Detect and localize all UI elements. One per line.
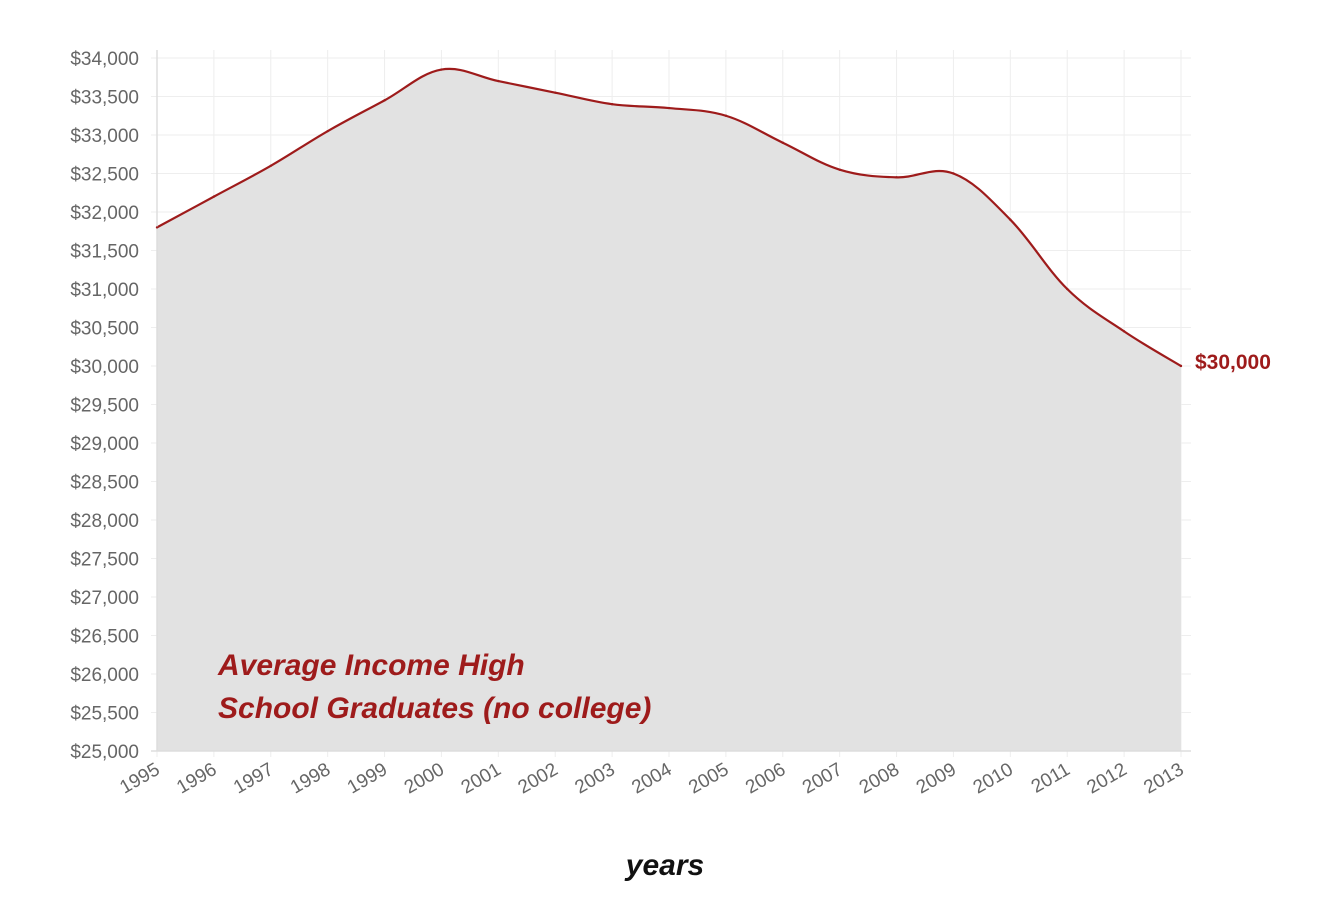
x-tick-label: 2012 — [1083, 759, 1130, 798]
data-point — [667, 106, 671, 110]
y-tick-label: $26,500 — [70, 627, 139, 648]
area-fill — [157, 68, 1181, 751]
x-tick-label: 2007 — [799, 759, 846, 798]
data-point — [1009, 218, 1012, 221]
y-tick-label: $30,500 — [70, 319, 139, 340]
x-tick-label: 2004 — [628, 759, 675, 799]
data-point — [952, 172, 955, 175]
x-tick-label: 2003 — [571, 759, 618, 798]
x-tick-label: 2001 — [458, 759, 505, 798]
x-tick-label: 2005 — [685, 759, 732, 798]
y-tick-label: $28,500 — [70, 473, 139, 494]
data-points — [155, 68, 1183, 368]
x-tick-label: 2011 — [1028, 759, 1074, 798]
x-tick-label: 1998 — [287, 759, 334, 798]
end-value-label: $30,000 — [1195, 351, 1271, 374]
x-tick-label: 2010 — [970, 759, 1017, 798]
x-axis-ticks: 1995 1996 1997 1998 1999 2000 2001 2002 2003 2004… — [116, 759, 1187, 799]
y-tick-label: $27,500 — [70, 550, 139, 571]
x-tick-label: 2002 — [515, 759, 562, 798]
data-point — [383, 99, 386, 102]
y-tick-label: $25,500 — [70, 704, 139, 725]
y-tick-label: $29,500 — [70, 396, 139, 417]
x-tick-label: 2009 — [913, 759, 960, 798]
data-point — [724, 114, 728, 117]
data-point — [610, 103, 614, 106]
y-tick-label: $34,000 — [70, 49, 139, 70]
y-tick-label: $29,000 — [70, 434, 139, 455]
x-tick-label: 1997 — [230, 759, 277, 798]
y-tick-label: $33,000 — [70, 126, 139, 147]
data-point — [554, 91, 557, 94]
y-tick-label: $27,000 — [70, 588, 139, 609]
y-tick-label: $30,000 — [70, 357, 139, 378]
data-point — [440, 68, 443, 71]
y-tick-label: $32,500 — [70, 165, 139, 186]
x-tick-label: 1995 — [116, 759, 163, 798]
annotation-line-2: School Graduates (no college) — [218, 692, 651, 725]
annotation-line-1: Average Income High — [217, 649, 525, 682]
data-point — [1066, 287, 1069, 291]
y-tick-label: $32,000 — [70, 203, 139, 224]
data-point — [895, 176, 898, 179]
x-axis-title: years — [624, 849, 704, 882]
x-tick-label: 2008 — [856, 759, 903, 798]
data-point — [838, 168, 841, 171]
data-point — [155, 226, 159, 229]
x-tick-label: 2013 — [1140, 759, 1187, 798]
data-point — [1122, 330, 1126, 333]
y-tick-label: $31,000 — [70, 280, 139, 301]
data-point — [781, 141, 784, 144]
y-tick-label: $28,000 — [70, 511, 139, 532]
y-tick-label: $31,500 — [70, 242, 139, 263]
x-tick-label: 2006 — [742, 759, 789, 798]
y-tick-label: $26,000 — [70, 665, 139, 686]
data-point — [1179, 364, 1183, 368]
y-axis-ticks: $25,000 $25,500 $26,000 $26,500 $27,000 $27,5… — [70, 49, 139, 763]
data-point — [212, 195, 216, 198]
x-tick-label: 2000 — [401, 759, 448, 798]
axes — [151, 50, 1191, 752]
data-point — [497, 79, 500, 83]
x-tick-label: 1999 — [344, 759, 391, 798]
data-point — [269, 164, 272, 167]
y-tick-label: $33,500 — [70, 88, 139, 109]
data-point — [326, 129, 329, 133]
x-tick-label: 1996 — [173, 759, 220, 798]
y-tick-label: $25,000 — [70, 742, 139, 763]
